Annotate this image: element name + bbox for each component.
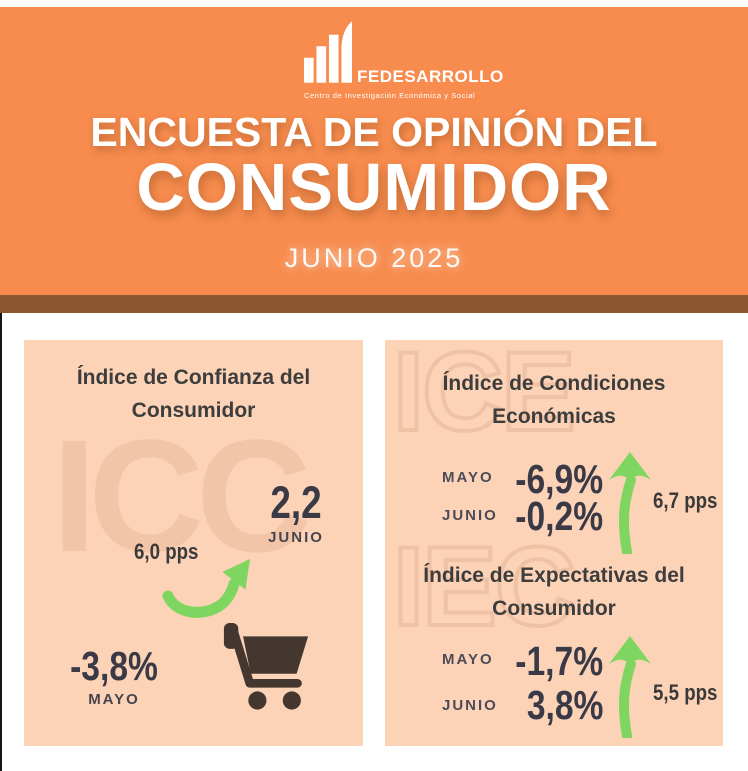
up-arrow-curved-icon <box>162 554 258 625</box>
logo-tagline: Centro de Investigación Económica y Soci… <box>304 91 476 100</box>
page-title-line1: ENCUESTA DE OPINIÓN DEL <box>90 109 658 155</box>
iec-mayo-value: -1,7% <box>515 638 603 684</box>
shopping-cart-icon <box>222 622 310 717</box>
fedesarrollo-logo: FEDESARROLLO Centro de Investigación Eco… <box>304 21 503 100</box>
ice-title: Índice de Condiciones Económicas <box>442 372 666 428</box>
ice-watermark: ICE <box>391 340 578 454</box>
iec-junio-label: JUNIO <box>442 697 498 714</box>
iec-watermark: IEC <box>391 524 578 649</box>
iec-junio-value: 3,8% <box>526 682 603 728</box>
logo-name: FEDESARROLLO <box>357 67 504 86</box>
icc-title: Índice de Confianza del Consumidor <box>76 366 311 422</box>
icc-mayo-label: MAYO <box>88 691 140 708</box>
iec-mayo-label: MAYO <box>442 651 494 668</box>
ice-mayo-label: MAYO <box>442 469 494 486</box>
icc-mayo-value-group: -3,8% MAYO <box>50 643 178 709</box>
page-title-line2: CONSUMIDOR <box>136 150 612 225</box>
up-arrow-icon-ice <box>607 452 651 559</box>
iec-change-label: 5,5 pps <box>653 680 718 705</box>
left-edge-line <box>0 313 2 771</box>
ice-mayo-value: -6,9% <box>515 456 603 502</box>
icc-watermark: ICC <box>52 406 312 585</box>
period-label: JUNIO 2025 <box>284 243 464 273</box>
card-ice-iec: ICE Índice de Condiciones Económicas MAY… <box>385 340 723 746</box>
icc-mayo-value: -3,8% <box>70 643 158 689</box>
ice-junio-label: JUNIO <box>442 507 498 524</box>
ice-change-label: 6,7 pps <box>653 488 718 513</box>
divider-bar <box>0 295 748 313</box>
icc-change-label: 6,0 pps <box>134 539 199 564</box>
icc-junio-label: JUNIO <box>268 529 324 546</box>
iec-title: Índice de Expectativas del Consumidor <box>423 564 685 620</box>
header-banner: FEDESARROLLO Centro de Investigación Eco… <box>0 7 748 295</box>
card-icc: ICC Índice de Confianza del Consumidor 2… <box>24 340 363 746</box>
bar-chart-logo-icon <box>304 21 352 88</box>
up-arrow-icon-iec <box>607 636 651 743</box>
ice-junio-value: -0,2% <box>515 493 603 539</box>
icc-junio-value: 2,2 <box>270 477 322 528</box>
icc-junio-value-group: 2,2 JUNIO <box>256 480 336 546</box>
